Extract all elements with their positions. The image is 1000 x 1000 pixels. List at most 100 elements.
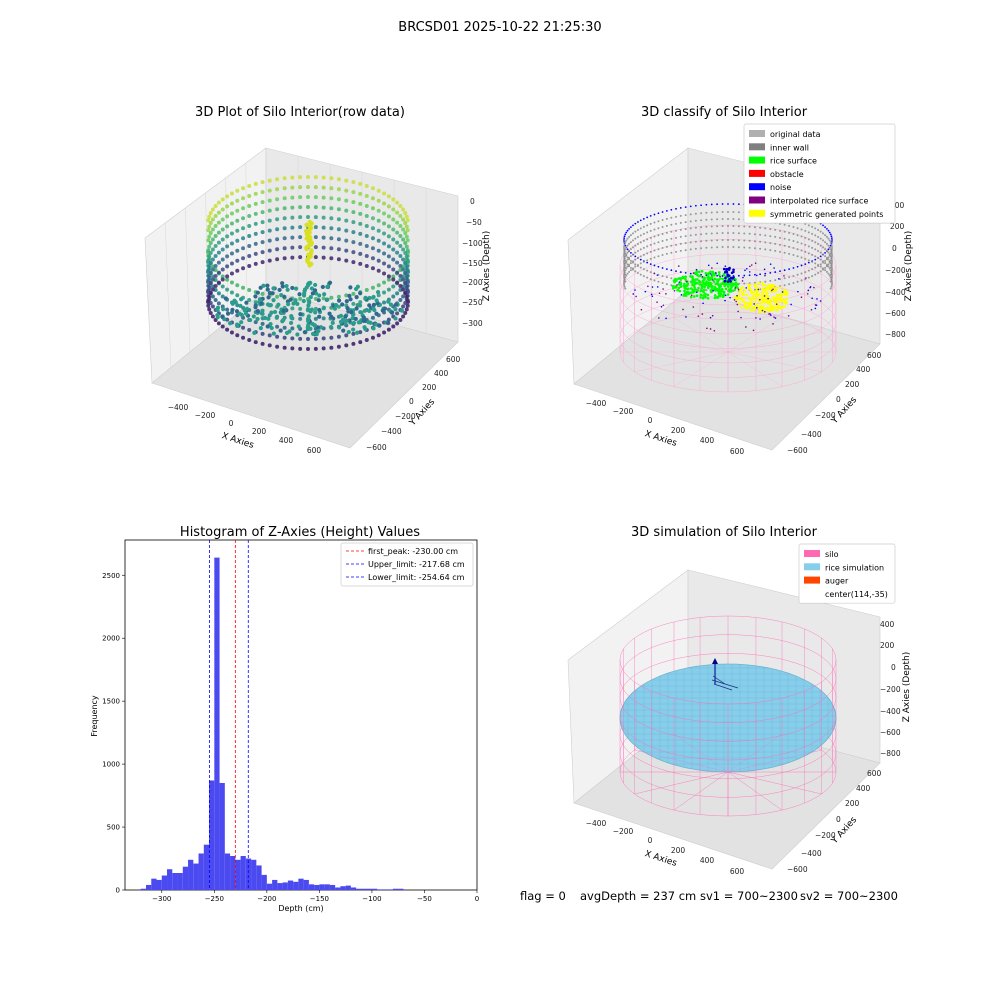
raw-point [210, 287, 215, 292]
raw-point [403, 300, 408, 305]
raw-point [247, 213, 252, 218]
inner-wall-point [807, 259, 810, 262]
inner-wall-point [639, 266, 642, 269]
classified-point [706, 327, 708, 330]
raw-point [310, 291, 315, 296]
noise-point [705, 203, 708, 206]
classified-point [710, 273, 712, 275]
raw-point [247, 243, 252, 248]
raw-point [247, 298, 252, 303]
histogram-bar [256, 865, 262, 890]
raw-point [280, 281, 285, 286]
inner-wall-point [646, 231, 649, 234]
raw-point [253, 181, 258, 186]
raw-point [206, 238, 211, 243]
inner-wall-point [716, 218, 719, 221]
raw-point [230, 301, 235, 306]
symmetric-generated-point [783, 305, 786, 308]
raw-point [220, 284, 225, 289]
raw-point [386, 320, 391, 326]
rice-surface-point [703, 277, 706, 281]
inner-wall-point [694, 240, 697, 243]
raw-point [213, 317, 218, 322]
inner-wall-point [827, 258, 830, 261]
inner-wall-point [788, 283, 791, 286]
inner-wall-point [792, 274, 795, 277]
histogram-bar [240, 856, 246, 890]
raw-ytick: −400 [381, 427, 402, 436]
inner-wall-point [710, 225, 713, 228]
raw-point [370, 226, 375, 231]
raw-point [371, 294, 376, 300]
inner-wall-point [827, 244, 830, 247]
raw-point [235, 293, 240, 298]
raw-point [363, 295, 368, 300]
inner-wall-point [705, 239, 708, 242]
raw-point [260, 316, 265, 321]
raw-point [229, 201, 234, 206]
raw-point [282, 236, 287, 241]
raw-point [208, 281, 213, 286]
inner-wall-point [700, 212, 703, 215]
inner-wall-point [827, 256, 830, 259]
raw-point [304, 246, 309, 252]
raw-point [386, 274, 391, 279]
raw-point [336, 207, 341, 212]
raw-point [275, 344, 280, 349]
classified-point [790, 303, 792, 306]
symmetric-generated-point [754, 285, 757, 289]
symmetric-generated-point [739, 287, 743, 291]
rice-surface-point [695, 294, 699, 298]
raw-point [227, 321, 233, 326]
inner-wall-point [626, 263, 629, 266]
raw-point [395, 200, 400, 205]
raw-point [216, 270, 221, 275]
raw-point [351, 327, 356, 332]
auger-blades [711, 675, 739, 691]
histogram-bar [266, 883, 273, 890]
raw-point [403, 291, 408, 296]
inner-wall-point [705, 289, 708, 292]
inner-wall-point [824, 259, 827, 262]
raw-point [220, 324, 225, 329]
classified-point [665, 317, 667, 320]
raw-point [351, 331, 356, 336]
inner-wall-point [657, 248, 660, 251]
raw-point [207, 214, 212, 219]
symmetric-generated-point [758, 281, 761, 285]
histogram-legend-label: Lower_limit: -254.64 cm [368, 573, 465, 582]
inner-wall-point [634, 263, 637, 266]
raw-point [291, 301, 296, 306]
histogram-bar [350, 887, 357, 890]
rice-surface-point [726, 285, 730, 288]
raw-point [355, 303, 360, 308]
classified-point [775, 303, 778, 306]
inner-wall-point [824, 269, 827, 272]
raw-point [401, 227, 406, 232]
raw-point [364, 183, 369, 188]
inner-wall-point [624, 287, 627, 290]
noise-point [649, 215, 652, 217]
inner-wall-point [625, 246, 628, 249]
raw-point [253, 300, 258, 305]
inner-wall-point [783, 277, 786, 280]
raw-point [398, 264, 403, 269]
raw-point [405, 268, 410, 273]
raw-point [244, 311, 249, 316]
raw-point [253, 201, 258, 206]
silo-floor-spoke [727, 771, 822, 795]
classified-point [647, 285, 649, 288]
raw-point [376, 208, 381, 213]
inner-wall-point [700, 233, 703, 236]
raw-point [306, 215, 310, 219]
simulation-xtick: 600 [730, 867, 745, 876]
raw-point [210, 227, 215, 232]
raw-point [374, 311, 379, 316]
raw-ytick: −200 [395, 412, 416, 421]
raw-point [318, 325, 324, 330]
raw-point [235, 248, 240, 253]
classify-legend-swatch [749, 169, 765, 177]
raw-point [404, 244, 409, 249]
classified-point [707, 264, 710, 267]
raw-point [395, 220, 400, 225]
